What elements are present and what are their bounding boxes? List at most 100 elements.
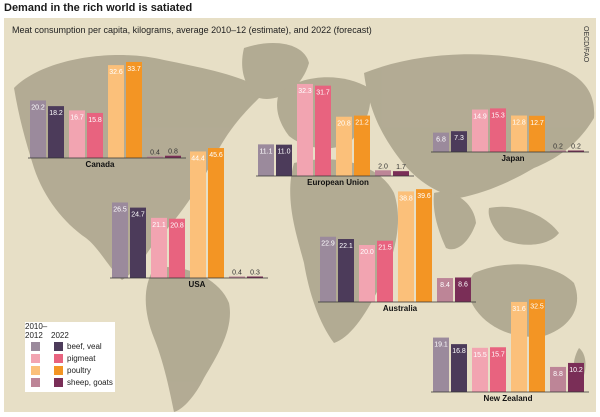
panel-new-zealand: 19.1 16.8 15.5 15.7 31.6 32.5 8.8 10.2 New Zeala… <box>431 299 589 403</box>
bar <box>451 131 467 152</box>
bar-value-label: 22.1 <box>339 243 353 250</box>
bar <box>165 155 181 158</box>
bar-value-label: 2.0 <box>378 163 388 170</box>
legend-swatch-2022 <box>54 342 63 351</box>
bar <box>550 366 566 392</box>
bar-value-label: 0.4 <box>150 150 160 157</box>
bar <box>315 85 331 176</box>
bar <box>354 115 370 176</box>
bar <box>30 100 46 158</box>
bar-value-label: 0.8 <box>168 149 178 156</box>
chart-title: Demand in the rich world is satiated <box>4 2 193 14</box>
bar <box>276 144 292 176</box>
bar <box>297 83 313 176</box>
bar <box>437 278 453 302</box>
bar <box>126 61 142 158</box>
region-label: USA <box>189 280 206 289</box>
bar-value-label: 11.0 <box>277 149 290 156</box>
bar <box>190 151 206 278</box>
bar-value-label: 20.0 <box>360 249 374 256</box>
bar-value-label: 39.6 <box>417 193 431 200</box>
panel-japan: 6.8 7.3 14.9 15.3 12.8 12.7 0.2 0.2 Japan <box>431 108 589 163</box>
bar-value-label: 32.6 <box>109 69 123 76</box>
bar <box>375 170 391 176</box>
bar <box>338 239 354 302</box>
chart-subtitle: Meat consumption per capita, kilograms, … <box>12 25 372 35</box>
panel-australia: 22.9 22.1 20.0 21.5 38.8 39.6 8.4 8.6 Australia <box>318 189 476 313</box>
bar <box>472 109 488 152</box>
bar-value-label: 12.8 <box>512 120 526 127</box>
legend-swatch-2022 <box>54 366 63 375</box>
bar-value-label: 11.1 <box>259 148 272 155</box>
bar-value-label: 33.7 <box>127 66 141 73</box>
legend-swatch-2022 <box>54 354 63 363</box>
bar-value-label: 21.5 <box>378 245 392 252</box>
bar <box>511 301 527 392</box>
bar <box>320 236 336 302</box>
bar-value-label: 16.8 <box>452 348 466 355</box>
bar-value-label: 15.5 <box>473 352 487 359</box>
bar <box>529 115 545 152</box>
bar-value-label: 32.3 <box>298 88 312 95</box>
bar <box>455 277 471 302</box>
bar <box>208 148 224 278</box>
bar <box>568 150 584 152</box>
bar-value-label: 6.8 <box>436 137 446 144</box>
region-label: Japan <box>501 154 524 163</box>
bar-value-label: 45.6 <box>209 152 223 159</box>
legend-swatch-2022 <box>54 378 63 387</box>
bar <box>359 245 375 302</box>
legend-label: poultry <box>67 366 92 375</box>
bar-value-label: 15.8 <box>88 117 102 124</box>
bar-value-label: 18.2 <box>49 110 63 117</box>
bar <box>433 337 449 392</box>
world-map-svg <box>14 43 595 412</box>
panel-canada: 20.2 18.2 16.7 15.8 32.6 33.7 0.4 0.8 Canada <box>28 61 186 169</box>
bar <box>130 207 146 278</box>
bar <box>490 347 506 392</box>
bar <box>151 217 167 278</box>
region-label: Australia <box>383 304 418 313</box>
bar-value-label: 31.7 <box>316 90 330 97</box>
bar <box>511 115 527 152</box>
bar <box>433 132 449 152</box>
bar <box>147 156 163 158</box>
bar-value-label: 0.4 <box>232 270 242 277</box>
bar-value-label: 31.6 <box>512 306 526 313</box>
bar-value-label: 26.5 <box>113 206 127 213</box>
bar-value-label: 16.7 <box>70 114 84 121</box>
panel-european-union: 11.1 11.0 32.3 31.7 20.8 21.2 2.0 1.7 European U… <box>256 83 414 187</box>
bar <box>336 116 352 176</box>
bar <box>229 276 245 278</box>
bar-value-label: 20.8 <box>170 223 184 230</box>
bar <box>112 202 128 278</box>
bar-value-label: 20.2 <box>31 104 45 111</box>
bar-value-label: 8.4 <box>440 282 450 289</box>
bar-value-label: 7.3 <box>454 135 464 142</box>
bar-value-label: 38.8 <box>399 195 413 202</box>
bar-value-label: 32.5 <box>530 303 544 310</box>
bar-value-label: 8.8 <box>553 371 563 378</box>
legend-col2-header: 2022 <box>51 331 69 340</box>
bar-value-label: 0.2 <box>553 144 563 151</box>
region-label: Canada <box>86 160 115 169</box>
legend-swatch-2010 <box>31 366 40 375</box>
legend-swatch-2010 <box>31 342 40 351</box>
legend: 2010– 2012 2022 beef, veal pigmeat poultry… <box>25 322 115 392</box>
bar <box>87 112 103 158</box>
bar <box>416 189 432 302</box>
legend-label: beef, veal <box>67 342 102 351</box>
bar-value-label: 1.7 <box>396 164 406 171</box>
bar <box>393 171 409 176</box>
bar-value-label: 0.2 <box>571 144 581 151</box>
bar <box>169 218 185 278</box>
bar <box>69 110 85 158</box>
region-label: European Union <box>307 178 369 187</box>
legend-swatch-2010 <box>31 354 40 363</box>
panel-usa: 26.5 24.7 21.1 20.8 44.4 45.6 0.4 0.3 USA <box>110 148 268 289</box>
bar-value-label: 24.7 <box>131 212 145 219</box>
bar-value-label: 22.9 <box>321 241 335 248</box>
legend-swatch-2010 <box>31 378 40 387</box>
bar <box>550 150 566 152</box>
